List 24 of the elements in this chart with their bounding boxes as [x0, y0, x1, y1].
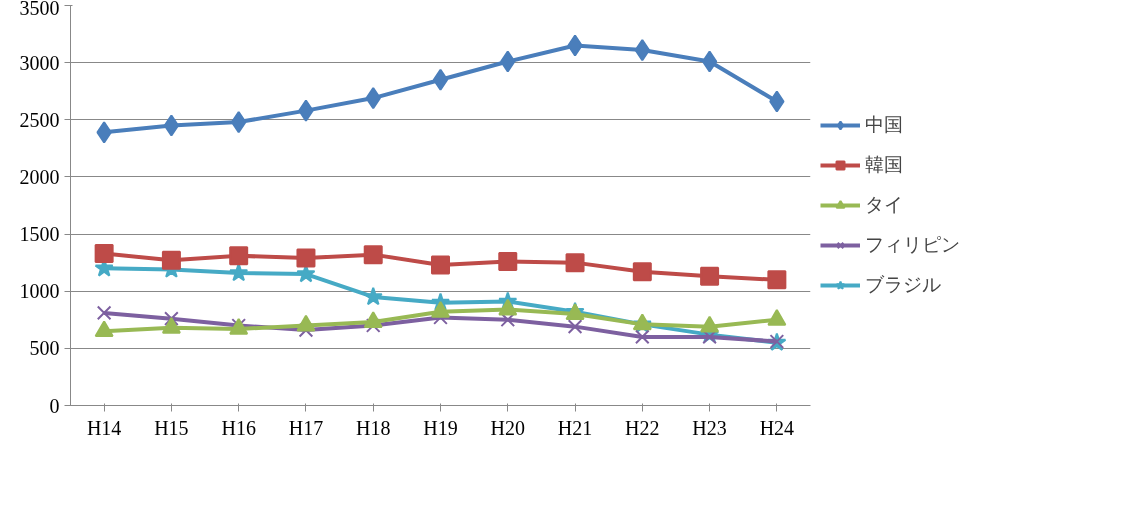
legend-label: 韓国: [865, 153, 903, 177]
legend-label: タイ: [865, 193, 903, 217]
y-tick-label: 1000: [19, 280, 60, 303]
legend-label: ブラジル: [865, 273, 941, 297]
x-tick-label: H17: [288, 416, 324, 439]
x-tick-label: H20: [490, 416, 525, 439]
x-tick-label: H22: [625, 416, 660, 439]
x-tick-label: H18: [356, 416, 391, 439]
x-tick-label: H21: [557, 416, 593, 439]
y-tick-label: 3000: [19, 51, 60, 74]
y-tick-label: 2500: [19, 108, 60, 131]
legend-label: 中国: [865, 113, 903, 137]
legend-label: フィリピン: [865, 233, 960, 257]
x-tick-label: H16: [221, 416, 256, 439]
x-tick-label: H15: [154, 416, 189, 439]
y-tick-label: 500: [29, 337, 60, 360]
x-tick-label: H19: [423, 416, 458, 439]
y-tick-label: 0: [49, 394, 60, 417]
y-tick-label: 2000: [19, 165, 60, 188]
y-tick-label: 3500: [19, 0, 60, 19]
x-tick-label: H24: [759, 416, 795, 439]
x-tick-label: H14: [86, 416, 122, 439]
x-tick-label: H23: [692, 416, 727, 439]
y-tick-label: 1500: [19, 223, 60, 246]
